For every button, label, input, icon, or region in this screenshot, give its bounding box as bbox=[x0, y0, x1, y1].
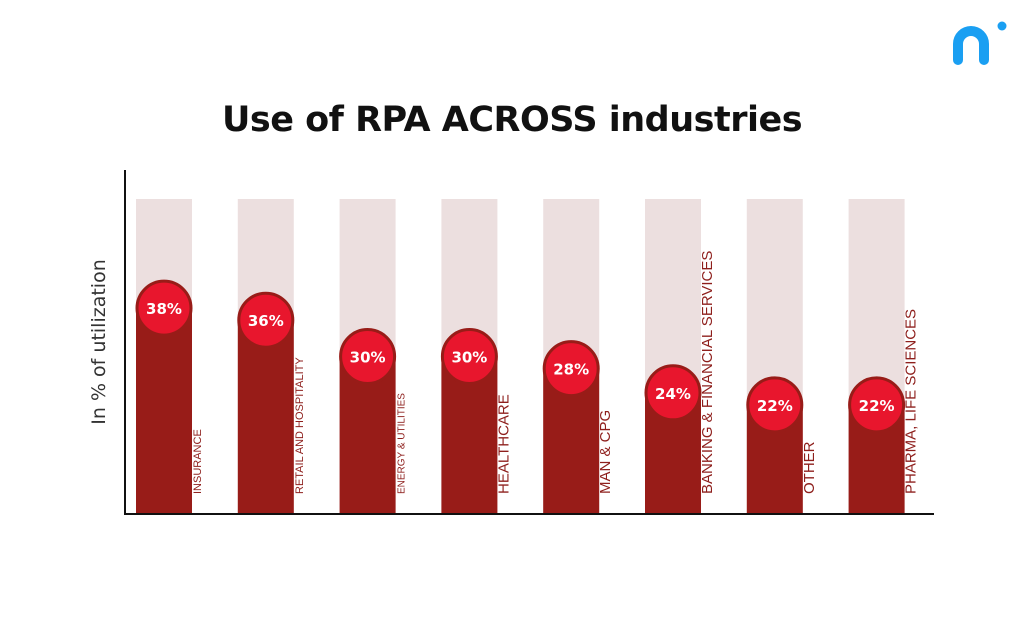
data-label: 38% bbox=[146, 300, 182, 318]
value-bubble bbox=[644, 364, 702, 422]
value-bubble bbox=[135, 279, 193, 337]
chart-title: Use of RPA ACROSS industries bbox=[221, 100, 803, 140]
stylized-a-logo-icon bbox=[953, 21, 1007, 65]
category-label: HEALTHCARE bbox=[495, 394, 512, 494]
value-bubble bbox=[542, 340, 600, 398]
data-label: 28% bbox=[553, 361, 589, 379]
category-label: INSURANCE bbox=[192, 429, 204, 494]
data-label: 30% bbox=[451, 349, 487, 367]
category-label: PHARMA, LIFE SCIENCES bbox=[903, 309, 920, 494]
category-label: RETAIL AND HOSPITALITY bbox=[294, 357, 306, 494]
value-bubble bbox=[237, 291, 295, 349]
value-bubble bbox=[746, 376, 804, 434]
bar bbox=[237, 320, 294, 514]
category-label: ENERGY & UTILITIES bbox=[397, 393, 408, 494]
category-label: MAN & CPG bbox=[597, 410, 614, 494]
bar bbox=[136, 308, 192, 514]
data-label: 36% bbox=[248, 312, 284, 330]
y-axis-label: In % of utilization bbox=[88, 259, 110, 424]
category-label: OTHER bbox=[801, 441, 818, 494]
data-label: 22% bbox=[757, 397, 793, 415]
data-label: 30% bbox=[350, 349, 386, 367]
category-label: BANKING & FINANCIAL SERVICES bbox=[699, 251, 716, 494]
value-bubble bbox=[440, 328, 498, 385]
value-bubble bbox=[339, 328, 397, 385]
value-bubble bbox=[848, 376, 906, 434]
data-label: 24% bbox=[655, 385, 691, 403]
data-label: 22% bbox=[859, 397, 895, 415]
